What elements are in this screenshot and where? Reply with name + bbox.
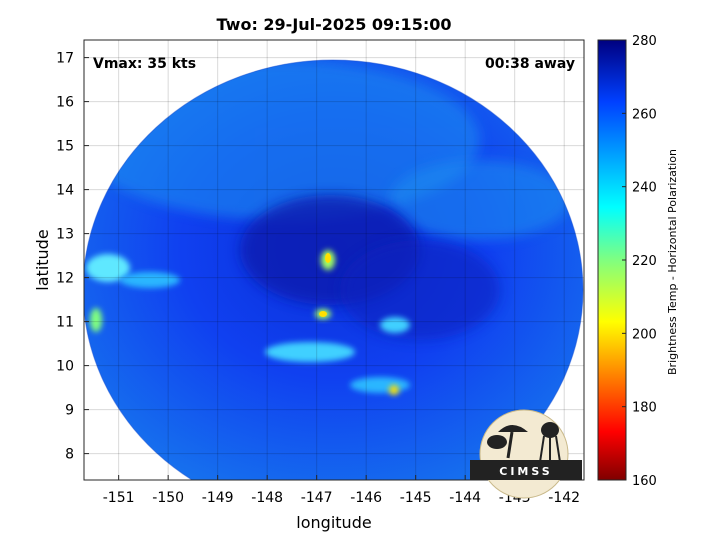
colorbar-tick-label: 260 [632,107,657,122]
y-tick-label: 15 [56,139,74,155]
colorbar-ticks: 280 260 240 220 200 180 160 [622,34,657,489]
x-tick-label: -145 [400,490,432,506]
y-axis-label: latitude [33,229,52,290]
grid [84,40,584,480]
x-tick-label: -151 [103,490,135,506]
chart-title: Two: 29-Jul-2025 09:15:00 [217,15,452,34]
x-tick-label: -150 [152,490,184,506]
vmax-label: Vmax: 35 kts [93,56,196,72]
y-tick-label: 10 [56,359,74,375]
y-tick-label: 12 [56,271,74,287]
colorbar-tick-label: 200 [632,327,657,342]
plot-frame [83,39,585,481]
y-tick-label: 17 [56,51,74,67]
x-tick-label: -146 [350,490,382,506]
colorbar-tick-label: 220 [632,254,657,269]
swath-image [84,59,584,480]
y-tick-label: 11 [56,315,74,331]
y-tick-label: 16 [56,95,74,111]
colorbar-tick-label: 160 [632,474,657,489]
x-tick-label: -144 [449,490,481,506]
x-tick-label: -147 [301,490,333,506]
colorbar-tick-label: 280 [632,34,657,49]
y-tick-label: 8 [65,447,74,463]
cimss-logo: CIMSS [470,409,582,499]
colorbar-label: Brightness Temp - Horizontal Polarizatio… [666,149,679,375]
y-tick-label: 14 [56,183,74,199]
x-axis-label: longitude [296,513,371,532]
x-tick-label: -148 [251,490,283,506]
x-tick-label: -149 [202,490,234,506]
colorbar [597,39,627,481]
y-tick-label: 9 [65,403,74,419]
colorbar-tick-label: 180 [632,401,657,416]
x-tick-label: -142 [548,490,580,506]
y-axis-ticks: 8 9 10 11 12 13 14 15 16 17 [56,51,89,463]
logo-text: CIMSS [499,465,552,478]
time-away-label: 00:38 away [485,56,575,72]
y-tick-label: 13 [56,227,74,243]
colorbar-tick-label: 240 [632,181,657,196]
